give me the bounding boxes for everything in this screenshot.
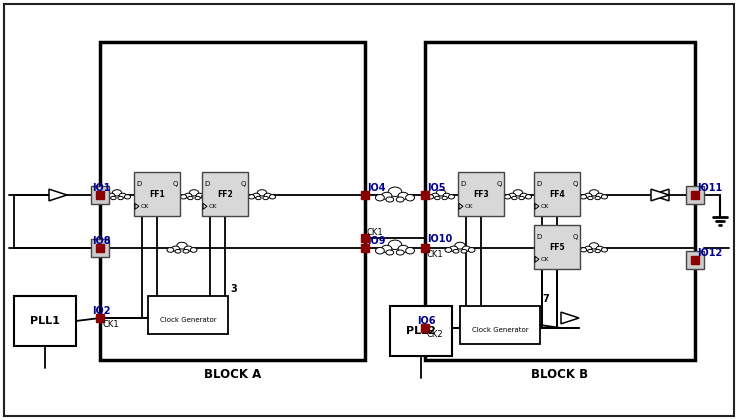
Bar [202,172,248,216]
Text: PLL2: PLL2 [406,326,436,336]
Bar [534,172,580,216]
Text: D: D [204,181,210,187]
Text: CK: CK [209,204,218,209]
Text: Q: Q [241,181,246,187]
Text: CK: CK [541,257,550,262]
Text: IO6: IO6 [417,316,435,326]
Text: FF5: FF5 [549,243,565,252]
Text: CK1: CK1 [102,320,119,329]
Text: FF3: FF3 [473,190,489,200]
Bar [100,42,365,360]
Text: CK1: CK1 [427,250,444,259]
Text: IO1: IO1 [92,183,111,193]
Text: BLOCK A: BLOCK A [204,368,261,381]
Text: Q: Q [497,181,502,187]
Text: IO4: IO4 [367,183,385,193]
Bar [460,306,540,344]
Bar [534,225,580,269]
Text: IO10: IO10 [427,234,452,244]
Bar [148,296,228,334]
Bar [425,42,695,360]
Polygon shape [561,312,579,324]
Bar [458,172,504,216]
Bar [91,239,109,257]
Text: D: D [460,181,465,187]
Text: CK: CK [141,204,150,209]
Text: PLL1: PLL1 [30,316,60,326]
Text: Q: Q [173,181,178,187]
Text: IO11: IO11 [697,183,723,193]
Text: 3: 3 [230,284,237,294]
Text: IO5: IO5 [427,183,446,193]
Text: Q: Q [573,181,578,187]
Text: IO8: IO8 [92,236,111,246]
Bar [134,172,180,216]
Text: IO9: IO9 [367,236,385,246]
Polygon shape [651,189,669,201]
Text: 7: 7 [542,294,549,304]
Text: Clock Generator: Clock Generator [472,327,528,333]
Text: IO2: IO2 [92,306,111,316]
Text: FF2: FF2 [217,190,233,200]
Text: CK2: CK2 [427,330,444,339]
Text: D: D [536,181,541,187]
Text: FF4: FF4 [549,190,565,200]
Text: CK1: CK1 [367,228,384,237]
Text: BLOCK B: BLOCK B [531,368,589,381]
Polygon shape [49,189,67,201]
Text: D: D [536,234,541,240]
Bar [686,251,704,269]
Bar [14,296,76,346]
Text: FF1: FF1 [149,190,165,200]
Text: D: D [136,181,141,187]
Text: Clock Generator: Clock Generator [159,317,216,323]
Bar [390,306,452,356]
Polygon shape [651,189,669,201]
Text: IO12: IO12 [697,248,723,258]
Bar [686,186,704,204]
Text: CK: CK [465,204,474,209]
Bar [91,186,109,204]
Text: CK: CK [541,204,550,209]
Text: Q: Q [573,234,578,240]
